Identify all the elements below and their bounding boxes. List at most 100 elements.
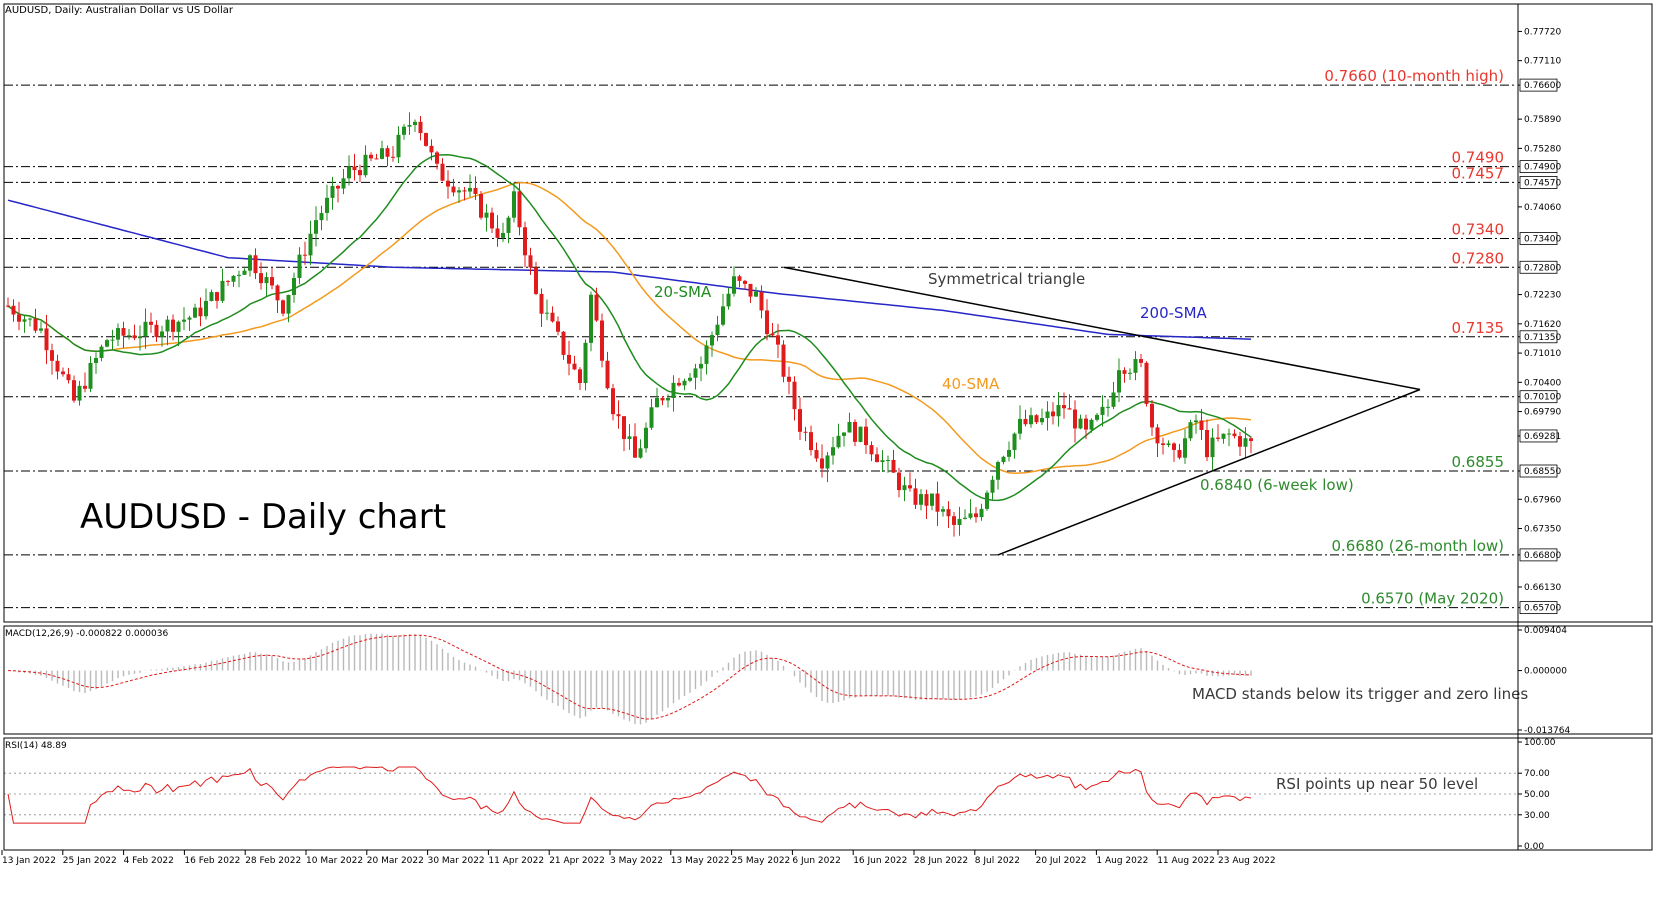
candle [242, 268, 247, 275]
candle-body [154, 324, 159, 337]
candle-body [1117, 370, 1121, 393]
candle-body [1133, 359, 1138, 373]
candle-body [17, 314, 21, 322]
candle-body [726, 293, 731, 307]
candle [418, 116, 423, 141]
candle [1166, 440, 1171, 448]
candle-body [490, 212, 494, 229]
candle-body [160, 331, 164, 337]
price-tag [1519, 390, 1558, 404]
candle-body [39, 328, 43, 331]
candle [253, 248, 258, 280]
candle [990, 475, 995, 500]
candle-body [369, 154, 373, 159]
price-tick-label: 0.74060 [1524, 203, 1561, 213]
candle [303, 241, 307, 265]
candle [847, 412, 852, 433]
candlesticks [6, 112, 1253, 537]
candle-body [198, 307, 203, 317]
candle-body [88, 362, 93, 389]
candle [858, 426, 863, 443]
candle-body [110, 339, 115, 341]
candle [1095, 412, 1099, 422]
candle-body [589, 294, 593, 343]
price-tick-label: 0.71350 [1524, 333, 1561, 343]
candle-body [99, 346, 104, 358]
candle [325, 184, 329, 221]
candle [1188, 419, 1193, 442]
candle [1018, 405, 1022, 440]
candle [930, 493, 934, 511]
candle [891, 449, 896, 473]
price-tick-label: 0.67960 [1524, 495, 1561, 505]
candle [314, 206, 318, 247]
candle-body [116, 328, 120, 340]
candle-body [759, 291, 764, 311]
candle [193, 303, 197, 318]
candle [1249, 436, 1253, 454]
price-tick-label: 0.71620 [1524, 320, 1561, 330]
candle-body [886, 459, 890, 461]
candle [22, 315, 27, 333]
candle-body [1128, 372, 1132, 374]
candle [6, 297, 10, 308]
candle [435, 150, 439, 170]
candle [737, 274, 742, 288]
rsi-tick-label: 0.00 [1524, 842, 1544, 852]
candle-body [1188, 422, 1193, 439]
candle-body [66, 374, 71, 381]
candle-body [457, 190, 461, 193]
candle [94, 352, 98, 374]
rsi-tick-label: 30.00 [1524, 811, 1550, 821]
candle-body [616, 414, 621, 417]
time-label: 6 Jun 2022 [792, 856, 840, 866]
candle [528, 247, 533, 275]
candle [842, 432, 846, 447]
six-week-low-label: 0.6840 (6-week low) [1200, 476, 1354, 494]
candle [66, 367, 71, 384]
candle [809, 425, 813, 456]
candle [671, 375, 676, 412]
candle-body [1177, 449, 1182, 458]
candle-body [297, 254, 302, 279]
candle [952, 511, 956, 537]
candle [1100, 395, 1105, 427]
candle-body [946, 509, 951, 517]
candle-body [990, 479, 995, 493]
candle [699, 356, 703, 382]
candle [154, 320, 159, 343]
candle-body [897, 472, 901, 491]
candle-body [831, 447, 835, 456]
candle-body [908, 485, 912, 489]
price-tick-label: 0.74900 [1524, 163, 1561, 173]
triangle-lower-line [997, 388, 1421, 556]
candle [1155, 424, 1160, 457]
candle [1139, 353, 1143, 368]
macd-panel: MACD(12,26,9) -0.000822 0.000036 MACD st… [5, 626, 1570, 736]
candle [105, 338, 109, 348]
candle-body [803, 431, 808, 433]
candle [1078, 414, 1083, 430]
candle-body [270, 277, 274, 286]
candle [259, 262, 263, 290]
candle-body [957, 518, 962, 525]
macd-tick-label: -0.013764 [1524, 726, 1570, 736]
candle [1089, 418, 1094, 433]
candle [545, 299, 549, 321]
candle-body [611, 388, 615, 415]
candle [1023, 409, 1028, 427]
candle-body [836, 435, 841, 448]
candle [908, 472, 912, 492]
candle-body [429, 145, 434, 153]
candle-body [363, 154, 368, 176]
candle [836, 423, 841, 449]
price-tag [1519, 176, 1558, 189]
level-label: 0.7135 [1452, 319, 1505, 337]
candle-body [781, 344, 786, 377]
candle-body [765, 310, 769, 335]
candle-body [1034, 415, 1039, 423]
candle-body [303, 254, 307, 256]
candle [572, 355, 577, 371]
candle-body [187, 317, 192, 320]
candle-body [347, 166, 351, 179]
